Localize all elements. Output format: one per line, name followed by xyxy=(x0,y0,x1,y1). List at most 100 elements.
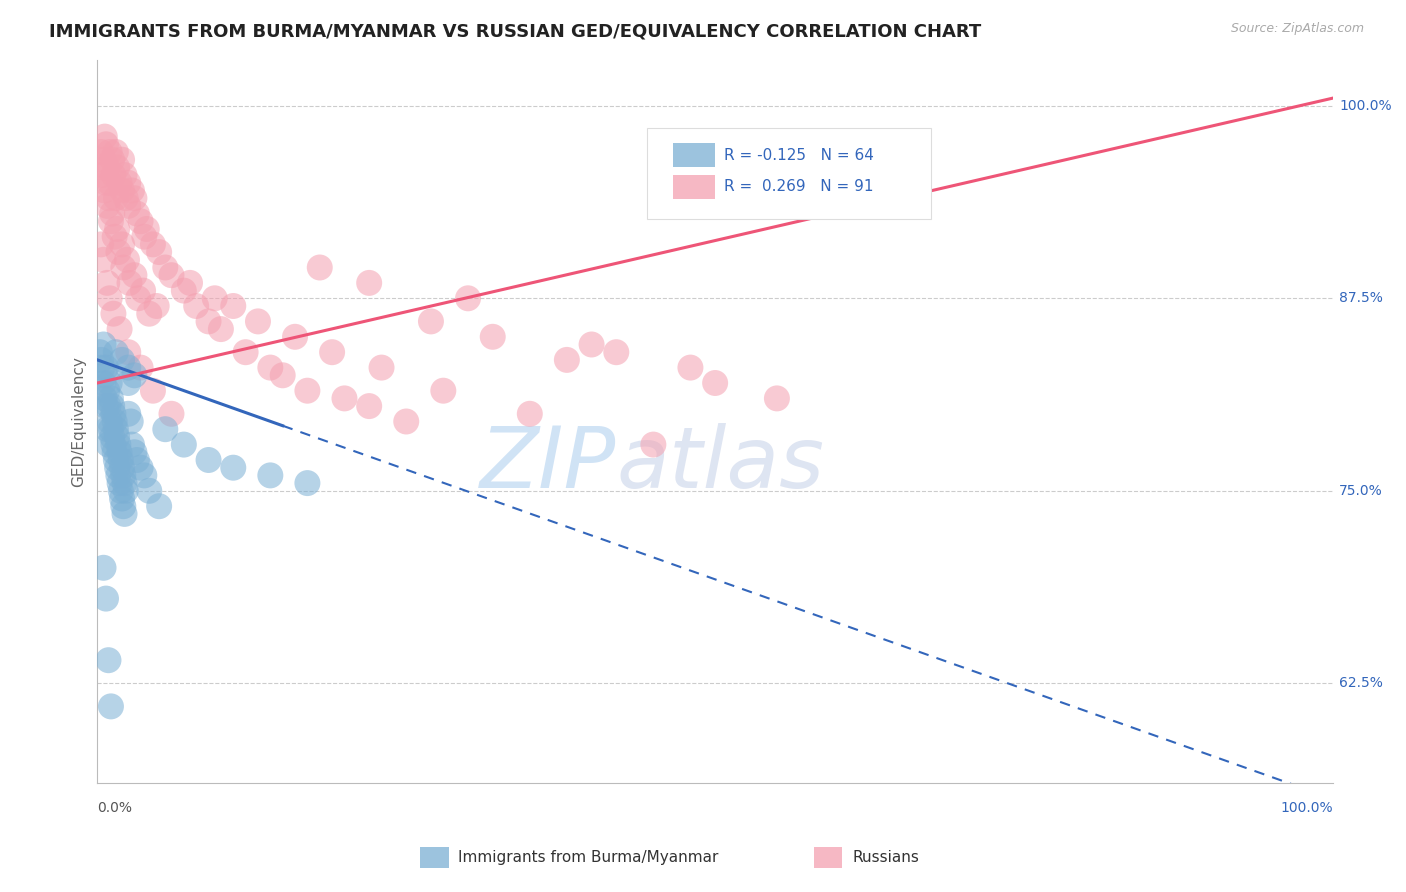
Point xyxy=(100,699,122,714)
Point xyxy=(581,337,603,351)
Text: 0.0%: 0.0% xyxy=(97,802,132,815)
Point xyxy=(93,376,115,390)
Point xyxy=(124,445,146,459)
Point xyxy=(138,483,160,498)
Point xyxy=(359,399,381,413)
Point xyxy=(134,468,156,483)
Point xyxy=(110,483,132,498)
Point xyxy=(98,145,121,159)
Text: 62.5%: 62.5% xyxy=(1339,676,1384,690)
Point xyxy=(104,145,127,159)
Point xyxy=(395,415,418,429)
Point xyxy=(129,214,152,228)
Point xyxy=(117,176,139,190)
Text: ZIP: ZIP xyxy=(479,424,616,507)
Point xyxy=(114,168,136,182)
Point xyxy=(90,237,112,252)
Point xyxy=(111,460,134,475)
Text: 100.0%: 100.0% xyxy=(1339,99,1392,112)
Point xyxy=(94,184,117,198)
Point xyxy=(117,376,139,390)
Point xyxy=(145,299,167,313)
Point xyxy=(104,453,127,467)
Point xyxy=(148,245,170,260)
Point xyxy=(271,368,294,383)
Point xyxy=(519,407,541,421)
Point xyxy=(98,291,121,305)
Point xyxy=(103,437,125,451)
Point xyxy=(89,345,111,359)
Point xyxy=(112,499,135,513)
Point xyxy=(104,422,127,436)
Point xyxy=(94,129,117,144)
Point xyxy=(110,453,132,467)
Point xyxy=(104,445,127,459)
Point xyxy=(103,407,125,421)
Point xyxy=(93,337,115,351)
Point xyxy=(94,176,117,190)
Text: Russians: Russians xyxy=(852,850,920,864)
Point xyxy=(204,291,226,305)
Point xyxy=(370,360,392,375)
Point xyxy=(112,260,135,275)
Point xyxy=(155,260,177,275)
Point xyxy=(235,345,257,359)
Point xyxy=(114,191,136,205)
Point xyxy=(197,314,219,328)
Point xyxy=(94,368,117,383)
Point xyxy=(605,345,627,359)
Point xyxy=(100,392,122,406)
Point xyxy=(91,360,114,375)
Point xyxy=(107,245,129,260)
Point xyxy=(112,468,135,483)
Point xyxy=(101,399,124,413)
Text: 87.5%: 87.5% xyxy=(1339,292,1384,305)
Point xyxy=(108,476,131,491)
Point xyxy=(111,491,134,506)
Text: Source: ZipAtlas.com: Source: ZipAtlas.com xyxy=(1230,22,1364,36)
Point xyxy=(97,191,120,205)
Point xyxy=(94,360,117,375)
Point xyxy=(297,476,319,491)
Point xyxy=(97,653,120,667)
Point xyxy=(124,191,146,205)
Point xyxy=(222,299,245,313)
Point xyxy=(107,468,129,483)
Point xyxy=(104,229,127,244)
Point xyxy=(90,145,112,159)
Point xyxy=(105,222,128,236)
Point xyxy=(93,153,115,167)
Point xyxy=(105,460,128,475)
Point xyxy=(117,360,139,375)
Point xyxy=(135,222,157,236)
Point xyxy=(120,415,142,429)
Point xyxy=(246,314,269,328)
Point xyxy=(209,322,232,336)
Point xyxy=(96,161,118,175)
Point xyxy=(138,307,160,321)
Point xyxy=(333,392,356,406)
Point xyxy=(160,407,183,421)
Point xyxy=(97,399,120,413)
Point xyxy=(93,561,115,575)
Point xyxy=(100,422,122,436)
Point xyxy=(114,476,136,491)
Point xyxy=(643,437,665,451)
Point xyxy=(134,229,156,244)
Point xyxy=(104,415,127,429)
Point xyxy=(98,376,121,390)
Point xyxy=(679,360,702,375)
Point xyxy=(457,291,479,305)
Point xyxy=(142,237,165,252)
Point xyxy=(766,392,789,406)
Point xyxy=(142,384,165,398)
Point xyxy=(186,299,208,313)
Point xyxy=(259,360,281,375)
Point xyxy=(173,284,195,298)
Point xyxy=(222,460,245,475)
Point xyxy=(98,415,121,429)
Point xyxy=(155,422,177,436)
Point xyxy=(117,199,139,213)
Point xyxy=(481,330,503,344)
Point xyxy=(111,184,134,198)
